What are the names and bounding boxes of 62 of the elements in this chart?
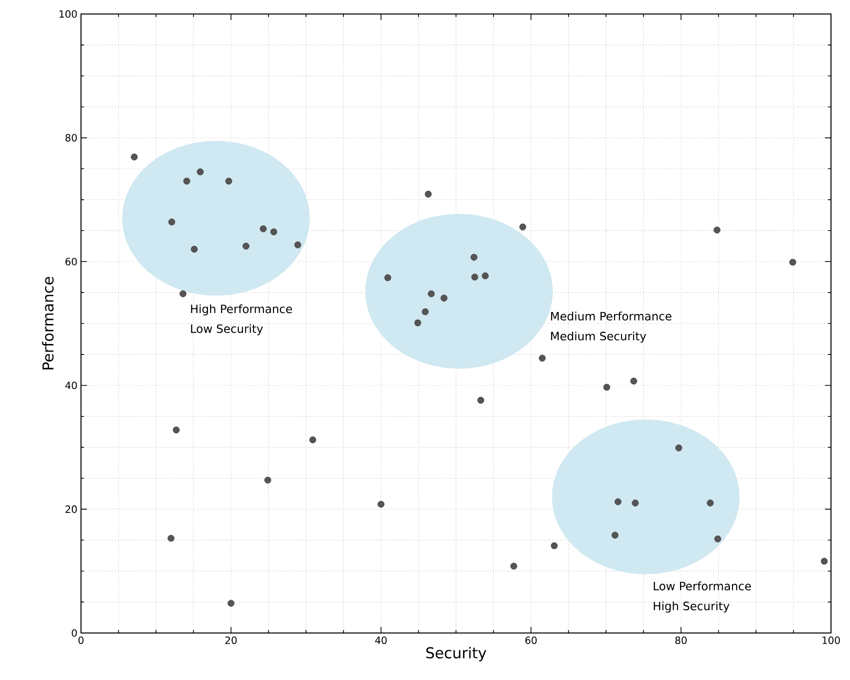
- y-tick-label: 0: [72, 629, 77, 637]
- point: [294, 241, 302, 248]
- point: [603, 384, 610, 391]
- point: [228, 600, 234, 607]
- point: [820, 558, 828, 565]
- x-tick-label: 40: [375, 636, 387, 644]
- point: [440, 294, 448, 302]
- point: [789, 258, 796, 266]
- x-axis-title: Security: [426, 646, 486, 662]
- point: [538, 354, 546, 362]
- point: [130, 154, 138, 160]
- x-tick-label: 100: [822, 636, 840, 644]
- y-axis-title: Performance: [42, 276, 54, 370]
- y-tick-label: 20: [66, 505, 77, 513]
- annotation: Medium Security: [551, 332, 646, 343]
- point: [196, 168, 204, 176]
- annotation: Low Security: [191, 324, 263, 336]
- point: [510, 562, 518, 570]
- point: [714, 226, 720, 234]
- point: [477, 396, 484, 404]
- point: [168, 218, 176, 226]
- point: [183, 178, 190, 185]
- y-tick-label: 40: [65, 382, 77, 390]
- point: [714, 536, 722, 542]
- annotation: Medium Performance: [551, 312, 672, 320]
- point: [630, 378, 638, 384]
- x-tick-label: 0: [78, 636, 84, 644]
- point: [482, 272, 489, 280]
- point: [632, 500, 639, 506]
- point: [309, 436, 316, 444]
- point: [428, 290, 435, 298]
- point: [264, 476, 272, 484]
- x-tick-label: 60: [525, 636, 537, 644]
- point: [706, 500, 714, 506]
- point: [614, 498, 622, 506]
- annotation: High Security: [654, 601, 730, 613]
- annotation: Low Performance: [654, 582, 751, 590]
- point: [470, 254, 478, 261]
- point: [242, 242, 250, 250]
- point: [172, 426, 180, 434]
- point: [260, 225, 267, 232]
- point: [550, 542, 558, 550]
- point: [270, 228, 278, 236]
- point: [612, 532, 618, 539]
- y-tick-label: 100: [60, 10, 77, 18]
- annotation: High Performance: [191, 304, 292, 316]
- point: [180, 290, 186, 298]
- point: [190, 246, 198, 253]
- point: [471, 274, 478, 280]
- x-tick-label: 20: [225, 636, 237, 644]
- y-tick-label: 60: [66, 258, 77, 266]
- point: [384, 274, 392, 282]
- point: [225, 178, 232, 185]
- y-tick-label: 80: [65, 134, 77, 142]
- point: [675, 444, 682, 452]
- point: [422, 308, 429, 316]
- point: [519, 224, 526, 230]
- point: [378, 500, 384, 508]
- point: [424, 190, 432, 198]
- point: [414, 319, 422, 326]
- point: [168, 534, 174, 542]
- x-tick-label: 80: [675, 636, 687, 644]
